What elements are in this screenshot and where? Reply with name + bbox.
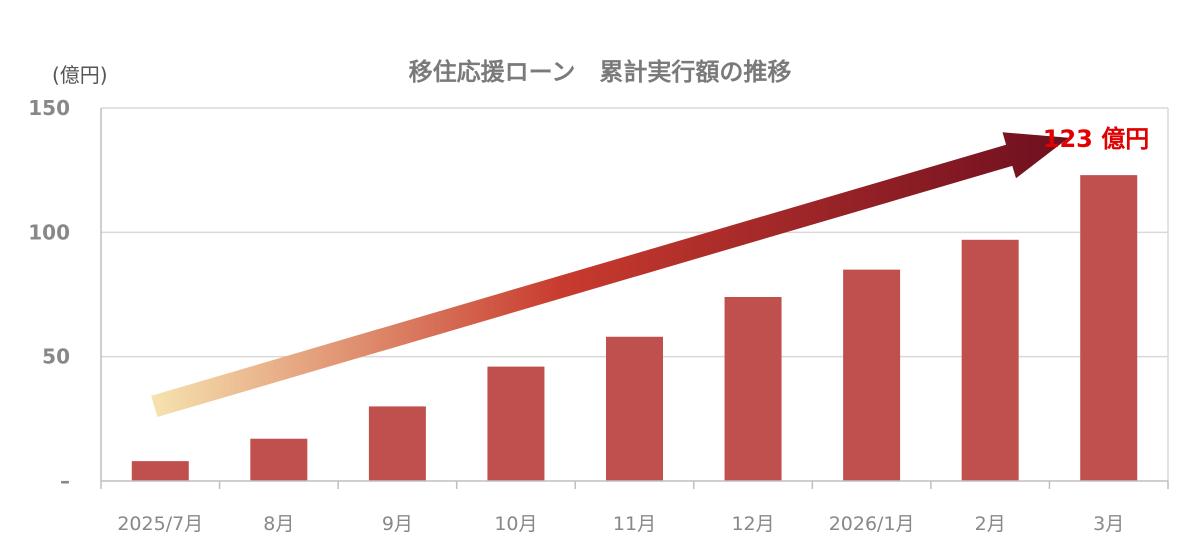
x-tick-label: 2025/7月 [117, 513, 203, 535]
x-tick-label: 9月 [382, 513, 413, 535]
bar [843, 269, 901, 481]
x-tick-label: 11月 [613, 513, 656, 535]
x-tick-label: 3月 [1093, 513, 1124, 535]
y-tick-label: – [60, 469, 70, 493]
y-tick-label: 150 [28, 96, 70, 120]
axes: – 50 100 150 2025/7月 8月 9月 10月 11月 12月 2026/1月 2月 3月 [28, 96, 1169, 535]
bar [250, 438, 308, 481]
bar [961, 239, 1019, 481]
y-tick-label: 100 [28, 220, 70, 244]
x-tick-label: 2026/1月 [829, 513, 915, 535]
bar [606, 336, 663, 481]
total-callout-label: 123 億円 [1043, 125, 1149, 153]
trend-arrow-shape [151, 132, 1069, 418]
x-tick-label: 8月 [263, 513, 294, 535]
x-tick-label: 10月 [494, 513, 537, 535]
bar [368, 406, 426, 481]
y-tick-label: 50 [42, 345, 70, 369]
bar [724, 296, 782, 481]
x-tick-label: 12月 [731, 513, 774, 535]
bar [487, 366, 545, 481]
bar [131, 461, 189, 481]
y-axis-unit-label: (億円) [52, 63, 108, 87]
x-tick-label: 2月 [975, 513, 1006, 535]
bars [131, 175, 1138, 481]
trend-arrow [151, 132, 1069, 418]
bar [1080, 175, 1138, 481]
chart-title: 移住応援ローン 累計実行額の推移 [409, 58, 792, 86]
